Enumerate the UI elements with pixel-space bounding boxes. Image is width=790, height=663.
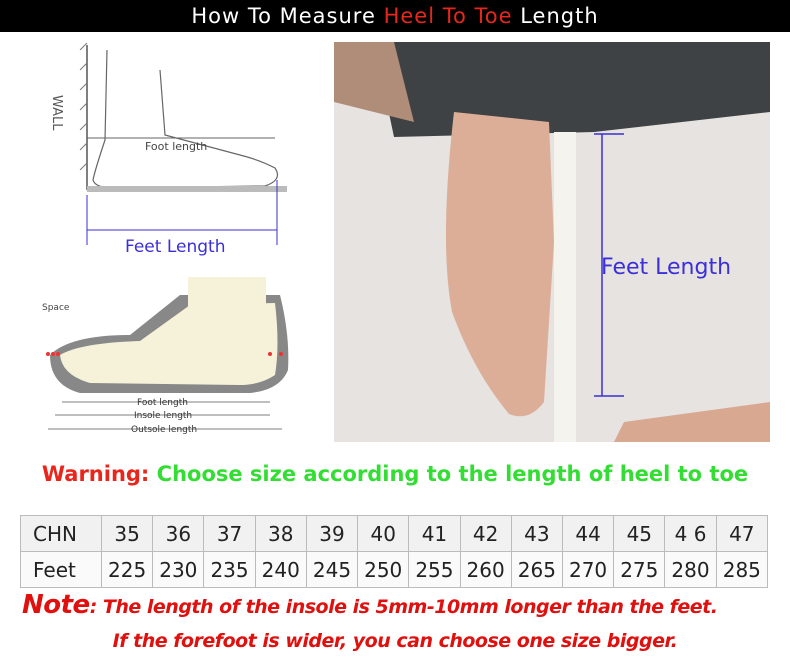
size-cell: 45 [613, 515, 666, 552]
note-text: : The length of the insole is 5mm-10mm l… [89, 596, 718, 618]
size-cell: 36 [152, 515, 205, 552]
wall-label: WALL [49, 95, 64, 131]
shoe-cross-section-diagram: Space Foot length Insole length Outsole … [42, 277, 289, 435]
length-cell: 280 [664, 551, 717, 588]
note-line-1: Note: The length of the insole is 5mm-10… [22, 590, 718, 620]
length-cell: 240 [254, 551, 307, 588]
size-cell: 35 [100, 515, 154, 552]
length-cell: 250 [357, 551, 410, 588]
note-line-2: If the forefoot is wider, you can choose… [112, 630, 678, 652]
note-prefix: Note [22, 590, 90, 620]
size-cell: 43 [510, 515, 563, 552]
size-cell: 39 [305, 515, 359, 552]
size-chart-table: CHN 35 36 37 38 39 40 41 42 43 44 45 4 6… [20, 515, 769, 588]
table-row-chn: CHN 35 36 37 38 39 40 41 42 43 44 45 4 6… [20, 515, 769, 552]
length-cell: 255 [408, 551, 461, 588]
length-cell: 230 [152, 551, 205, 588]
feet-length-label: Feet Length [125, 237, 225, 257]
wall-foot-diagram: WALL Foot length Feet Length [49, 42, 287, 257]
outsole-length-label: Outsole length [131, 425, 197, 435]
title-banner: How To Measure Heel To Toe Length [0, 0, 790, 32]
foot-length-label: Foot length [137, 398, 188, 408]
size-cell: 4 6 [664, 515, 717, 552]
foot-length-label: Foot length [145, 140, 207, 153]
length-cell: 275 [613, 551, 666, 588]
size-cell: 38 [254, 515, 307, 552]
size-cell: 47 [715, 515, 769, 552]
title-text: How To Measure [191, 4, 384, 28]
insole-length-label: Insole length [134, 411, 192, 421]
table-row-feet: Feet 225 230 235 240 245 250 255 260 265… [20, 551, 769, 588]
size-cell: 40 [357, 515, 410, 552]
length-cell: 260 [459, 551, 512, 588]
size-cell: 44 [561, 515, 615, 552]
row-label: CHN [20, 515, 102, 552]
length-cell: 270 [561, 551, 615, 588]
length-cell: 235 [203, 551, 256, 588]
size-cell: 37 [203, 515, 256, 552]
title-highlight: Heel To Toe [383, 4, 513, 28]
length-cell: 285 [715, 551, 769, 588]
warning-message: Choose size according to the length of h… [149, 462, 749, 486]
size-cell: 42 [459, 515, 512, 552]
space-label: Space [42, 303, 70, 313]
foot-measurement-photo: Feet Length [334, 42, 770, 442]
warning-text: Warning: Choose size according to the le… [0, 462, 790, 486]
length-cell: 265 [510, 551, 563, 588]
length-cell: 245 [305, 551, 359, 588]
warning-prefix: Warning: [41, 462, 150, 486]
length-cell: 225 [100, 551, 154, 588]
title-text-end: Length [512, 4, 599, 28]
photo-feet-length-label: Feet Length [601, 255, 731, 280]
size-cell: 41 [408, 515, 461, 552]
row-label: Feet [20, 551, 102, 588]
